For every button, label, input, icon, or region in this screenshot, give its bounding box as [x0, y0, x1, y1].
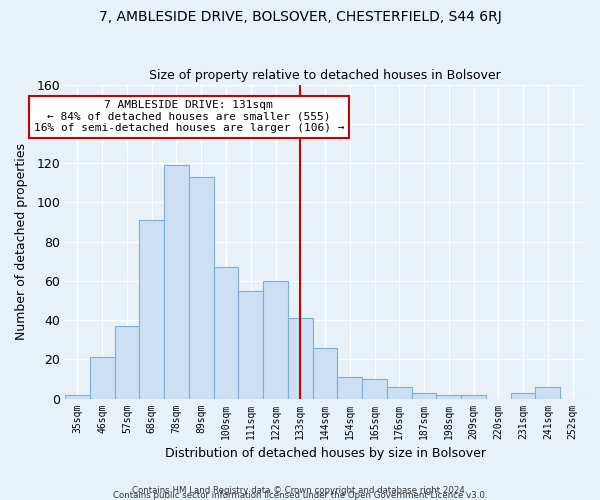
Bar	[214, 267, 238, 398]
Bar	[313, 348, 337, 399]
Bar	[65, 394, 90, 398]
Bar	[90, 358, 115, 399]
Bar	[412, 392, 436, 398]
Bar	[436, 394, 461, 398]
Text: Contains HM Land Registry data © Crown copyright and database right 2024.: Contains HM Land Registry data © Crown c…	[132, 486, 468, 495]
Bar	[461, 394, 486, 398]
Title: Size of property relative to detached houses in Bolsover: Size of property relative to detached ho…	[149, 69, 501, 82]
Bar	[189, 177, 214, 398]
Bar	[362, 379, 387, 398]
Bar	[511, 392, 535, 398]
Bar	[139, 220, 164, 398]
Text: 7 AMBLESIDE DRIVE: 131sqm
← 84% of detached houses are smaller (555)
16% of semi: 7 AMBLESIDE DRIVE: 131sqm ← 84% of detac…	[34, 100, 344, 134]
Y-axis label: Number of detached properties: Number of detached properties	[15, 143, 28, 340]
Text: Contains public sector information licensed under the Open Government Licence v3: Contains public sector information licen…	[113, 491, 487, 500]
Bar	[337, 377, 362, 398]
Bar	[115, 326, 139, 398]
Text: 7, AMBLESIDE DRIVE, BOLSOVER, CHESTERFIELD, S44 6RJ: 7, AMBLESIDE DRIVE, BOLSOVER, CHESTERFIE…	[98, 10, 502, 24]
Bar	[263, 281, 288, 398]
Bar	[387, 387, 412, 398]
Bar	[238, 290, 263, 399]
Bar	[535, 387, 560, 398]
X-axis label: Distribution of detached houses by size in Bolsover: Distribution of detached houses by size …	[164, 447, 485, 460]
Bar	[288, 318, 313, 398]
Bar	[164, 165, 189, 398]
